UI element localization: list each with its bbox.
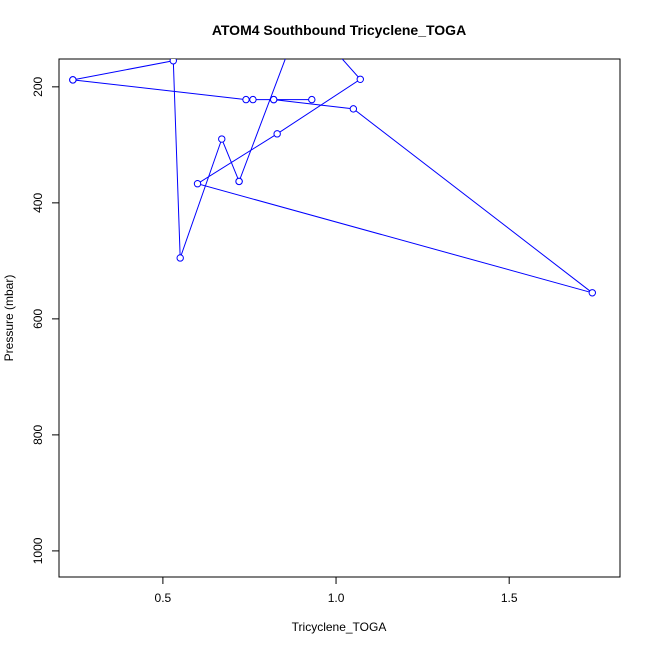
series-layer (69, 59, 596, 297)
data-point (169, 59, 177, 65)
data-point (270, 95, 278, 104)
y-axis-label: Pressure (mbar) (2, 275, 16, 362)
y-tick-label: 200 (31, 77, 45, 97)
data-point (308, 95, 316, 104)
y-tick-label: 800 (31, 425, 45, 445)
chart-title: ATOM4 Southbound Tricyclene_TOGA (212, 22, 466, 38)
data-point (193, 180, 202, 188)
y-tick-label: 600 (31, 309, 45, 329)
data-point (69, 76, 77, 84)
x-tick-label: 0.5 (155, 591, 172, 605)
data-point (273, 130, 281, 138)
plot-frame (58, 58, 621, 578)
data-point (176, 254, 184, 262)
y-axis: 200 400 600 800 1000 (31, 77, 59, 564)
series-line (72, 59, 593, 294)
y-tick-label: 1000 (31, 537, 45, 564)
x-tick-label: 1.5 (501, 591, 518, 605)
x-axis-label: Tricyclene_TOGA (292, 620, 387, 634)
x-tick-label: 1.0 (328, 591, 345, 605)
data-point (242, 95, 250, 104)
data-point (349, 105, 358, 113)
y-tick-label: 400 (31, 193, 45, 213)
data-point (588, 289, 596, 297)
data-point (356, 75, 364, 84)
data-point (249, 95, 257, 104)
data-point (218, 135, 226, 143)
x-axis: 0.5 1.0 1.5 (155, 577, 518, 605)
data-point (235, 177, 243, 186)
